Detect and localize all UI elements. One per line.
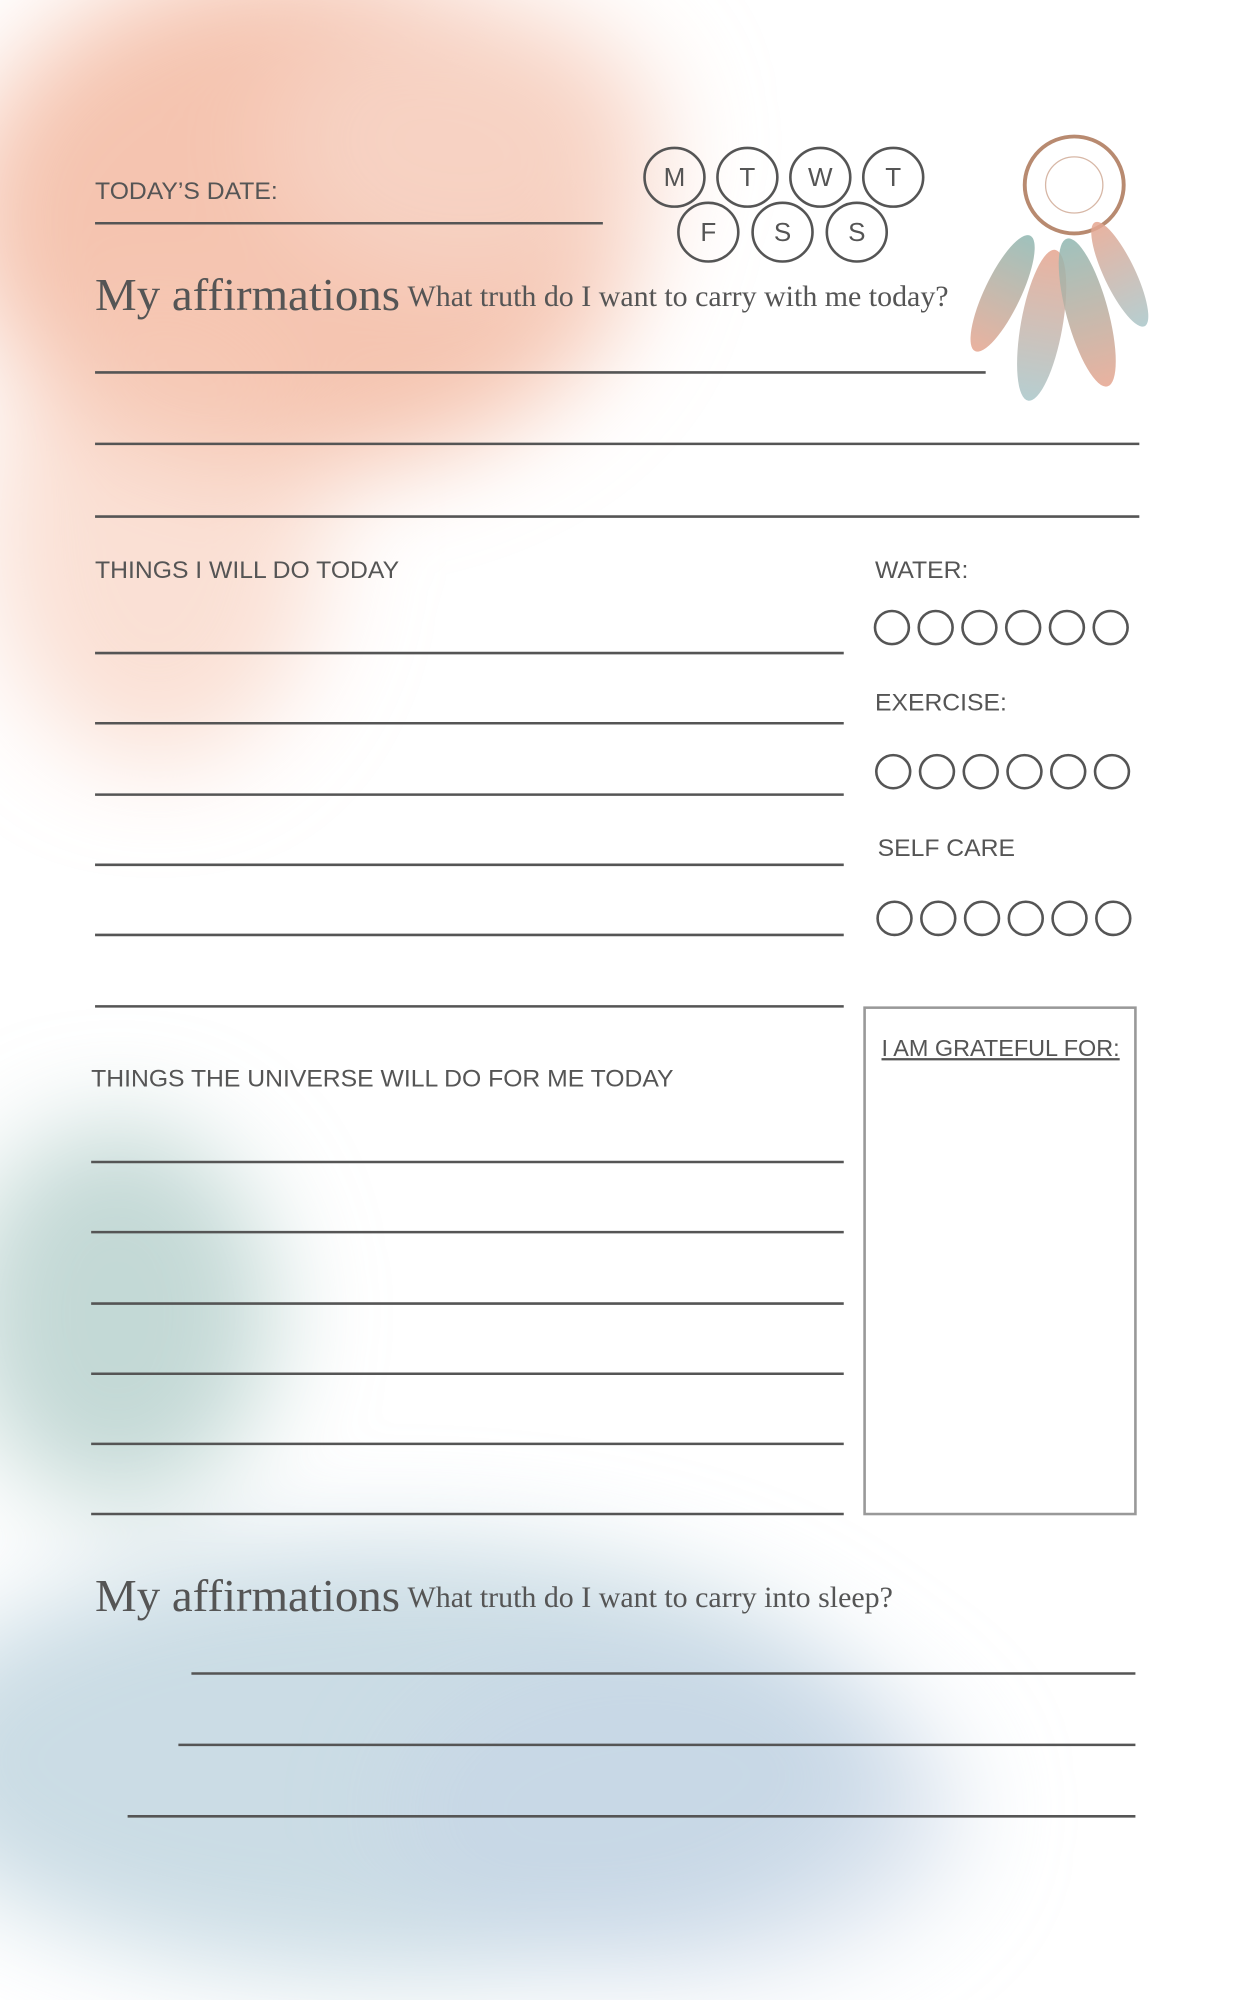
day-circle — [643, 146, 706, 208]
tracker-circle — [875, 753, 912, 790]
dreamcatcher — [970, 134, 1149, 401]
tracker-circle — [876, 900, 913, 937]
day-label: W — [808, 164, 833, 192]
day-circle — [825, 201, 889, 263]
tracker-circle — [917, 609, 954, 646]
day-label: T — [739, 164, 755, 192]
day-label: S — [848, 219, 865, 247]
grateful-box — [863, 1006, 1137, 1516]
tracker-circle — [1048, 609, 1086, 646]
tracker-circle — [1050, 753, 1087, 790]
tracker-circle — [1004, 609, 1042, 646]
watercolor — [0, 0, 964, 1978]
tracker-circle — [1051, 900, 1088, 937]
day-label: M — [664, 164, 686, 192]
tracker-circle — [963, 900, 1001, 937]
date-label: TODAY’S DATE: — [95, 178, 278, 205]
tracker-circle — [962, 753, 999, 790]
tracker-circle — [918, 753, 956, 790]
day-label: S — [774, 219, 791, 247]
tracker-circle — [1092, 609, 1129, 646]
day-label: T — [885, 164, 901, 192]
day-circle — [751, 201, 814, 263]
day-label: F — [700, 219, 716, 247]
section-title: My affirmations — [95, 270, 400, 320]
day-circle — [677, 201, 740, 263]
tracker-circle — [1006, 753, 1043, 790]
section-title: THINGS THE UNIVERSE WILL DO FOR ME TODAY — [91, 1066, 673, 1093]
section-title: My affirmations — [95, 1571, 400, 1621]
prompt: What truth do I want to carry with me to… — [408, 281, 949, 313]
tracker-label: WATER: — [875, 557, 968, 584]
tracker-label: SELF CARE — [878, 835, 1015, 862]
grateful-title: I AM GRATEFUL FOR: — [882, 1035, 1120, 1061]
section-title: THINGS I WILL DO TODAY — [95, 557, 399, 584]
tracker-circle — [1007, 900, 1045, 937]
tracker-circle — [961, 609, 998, 646]
tracker-circle — [920, 900, 957, 937]
tracker-circle — [1093, 753, 1131, 790]
day-circle — [789, 146, 852, 208]
tracker-circle — [873, 609, 911, 646]
tracker-circle — [1095, 900, 1132, 937]
prompt: What truth do I want to carry into sleep… — [408, 1582, 893, 1614]
tracker-label: EXERCISE: — [875, 690, 1007, 717]
day-circle — [861, 146, 925, 208]
day-circle — [716, 146, 779, 208]
